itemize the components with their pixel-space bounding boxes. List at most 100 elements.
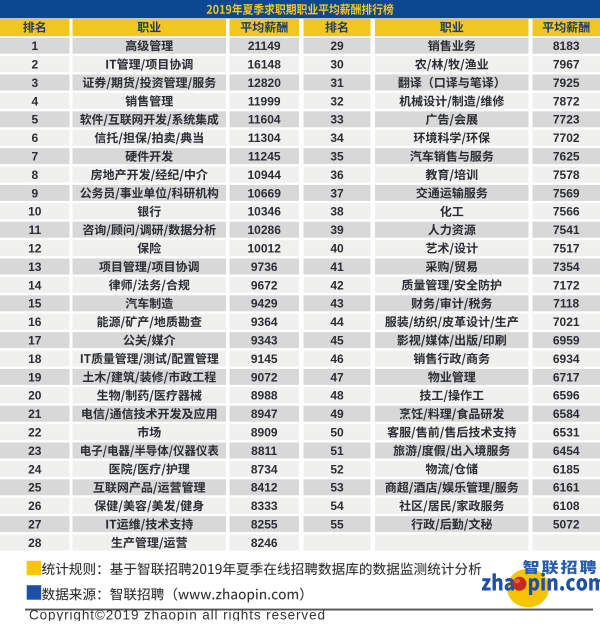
svg-text:39: 39 xyxy=(330,223,344,237)
svg-text:7541: 7541 xyxy=(553,223,580,237)
svg-text:7517: 7517 xyxy=(553,241,580,255)
svg-text:42: 42 xyxy=(330,278,344,292)
svg-text:6161: 6161 xyxy=(553,481,580,495)
svg-text:6531: 6531 xyxy=(553,425,580,439)
svg-text:30: 30 xyxy=(330,57,344,71)
svg-text:7: 7 xyxy=(31,149,38,163)
svg-text:1: 1 xyxy=(31,39,38,53)
svg-text:7872: 7872 xyxy=(553,94,580,108)
svg-text:55: 55 xyxy=(330,517,344,531)
svg-text:2: 2 xyxy=(31,57,38,71)
svg-text:8909: 8909 xyxy=(251,425,278,439)
svg-text:9429: 9429 xyxy=(251,297,278,311)
svg-text:9736: 9736 xyxy=(251,260,278,274)
svg-text:11999: 11999 xyxy=(248,94,281,108)
svg-text:34: 34 xyxy=(330,131,344,145)
svg-text:5072: 5072 xyxy=(553,517,580,531)
svg-text:8255: 8255 xyxy=(251,517,278,531)
svg-text:27: 27 xyxy=(28,517,42,531)
svg-text:53: 53 xyxy=(330,481,344,495)
svg-text:7354: 7354 xyxy=(553,260,580,274)
svg-text:52: 52 xyxy=(330,462,344,476)
svg-text:41: 41 xyxy=(330,260,344,274)
svg-text:12820: 12820 xyxy=(248,76,282,90)
svg-text:46: 46 xyxy=(330,352,344,366)
svg-text:7569: 7569 xyxy=(553,186,580,200)
svg-text:Copyright©2019 zhaopin all rig: Copyright©2019 zhaopin all rights reserv… xyxy=(29,608,326,622)
svg-text:25: 25 xyxy=(28,481,42,495)
svg-text:8246: 8246 xyxy=(251,536,278,550)
svg-text:10: 10 xyxy=(28,205,42,219)
svg-text:10286: 10286 xyxy=(248,223,282,237)
svg-text:9145: 9145 xyxy=(251,352,278,366)
svg-text:13: 13 xyxy=(28,260,42,274)
svg-text:10012: 10012 xyxy=(248,241,282,255)
svg-text:7625: 7625 xyxy=(553,149,580,163)
svg-text:11304: 11304 xyxy=(248,131,281,145)
svg-text:28: 28 xyxy=(28,536,42,550)
svg-text:7578: 7578 xyxy=(553,168,580,182)
svg-text:7967: 7967 xyxy=(553,57,580,71)
svg-text:19: 19 xyxy=(28,370,42,384)
svg-text:3: 3 xyxy=(31,76,38,90)
svg-text:9: 9 xyxy=(31,186,38,200)
svg-text:6934: 6934 xyxy=(553,352,580,366)
svg-text:8333: 8333 xyxy=(251,499,278,513)
svg-text:45: 45 xyxy=(330,333,344,347)
svg-text:33: 33 xyxy=(330,113,344,127)
svg-text:6584: 6584 xyxy=(553,407,580,421)
svg-text:21: 21 xyxy=(28,407,42,421)
svg-text:29: 29 xyxy=(330,39,344,53)
svg-text:38: 38 xyxy=(330,205,344,219)
svg-text:6: 6 xyxy=(31,131,38,145)
svg-text:6717: 6717 xyxy=(553,370,580,384)
svg-text:26: 26 xyxy=(28,499,42,513)
svg-text:17: 17 xyxy=(28,333,42,347)
svg-text:24: 24 xyxy=(28,462,42,476)
svg-text:54: 54 xyxy=(330,499,344,513)
svg-text:8988: 8988 xyxy=(251,389,278,403)
svg-text:8734: 8734 xyxy=(251,462,278,476)
svg-text:37: 37 xyxy=(330,186,344,200)
svg-text:10346: 10346 xyxy=(248,205,282,219)
svg-text:8: 8 xyxy=(31,168,38,182)
svg-text:6108: 6108 xyxy=(553,499,580,513)
svg-text:50: 50 xyxy=(330,425,344,439)
svg-text:31: 31 xyxy=(330,76,344,90)
svg-text:20: 20 xyxy=(28,389,42,403)
svg-text:5: 5 xyxy=(31,113,38,127)
svg-text:7566: 7566 xyxy=(553,205,580,219)
svg-text:6596: 6596 xyxy=(553,389,580,403)
svg-text:6454: 6454 xyxy=(553,444,580,458)
svg-text:7021: 7021 xyxy=(553,315,580,329)
svg-text:10669: 10669 xyxy=(248,186,282,200)
svg-text:9343: 9343 xyxy=(251,333,278,347)
svg-text:9364: 9364 xyxy=(251,315,278,329)
svg-text:35: 35 xyxy=(330,149,344,163)
svg-text:40: 40 xyxy=(330,241,344,255)
svg-text:7925: 7925 xyxy=(553,76,580,90)
svg-text:9672: 9672 xyxy=(251,278,278,292)
svg-text:36: 36 xyxy=(330,168,344,182)
svg-text:7118: 7118 xyxy=(553,297,579,311)
svg-text:51: 51 xyxy=(330,444,344,458)
svg-text:14: 14 xyxy=(28,278,42,292)
svg-text:8947: 8947 xyxy=(251,407,278,421)
svg-text:49: 49 xyxy=(330,407,344,421)
svg-text:8412: 8412 xyxy=(251,481,278,495)
svg-text:43: 43 xyxy=(330,297,344,311)
svg-text:44: 44 xyxy=(330,315,344,329)
svg-text:8811: 8811 xyxy=(251,444,277,458)
svg-text:9072: 9072 xyxy=(251,370,278,384)
svg-text:16: 16 xyxy=(28,315,42,329)
svg-text:48: 48 xyxy=(330,389,344,403)
svg-text:32: 32 xyxy=(330,94,344,108)
svg-text:47: 47 xyxy=(330,370,344,384)
svg-text:6185: 6185 xyxy=(553,462,580,476)
svg-text:11: 11 xyxy=(28,223,41,237)
svg-text:22: 22 xyxy=(28,425,42,439)
svg-text:4: 4 xyxy=(31,94,38,108)
svg-text:15: 15 xyxy=(28,297,42,311)
svg-text:16148: 16148 xyxy=(248,57,282,71)
svg-text:7172: 7172 xyxy=(553,278,580,292)
